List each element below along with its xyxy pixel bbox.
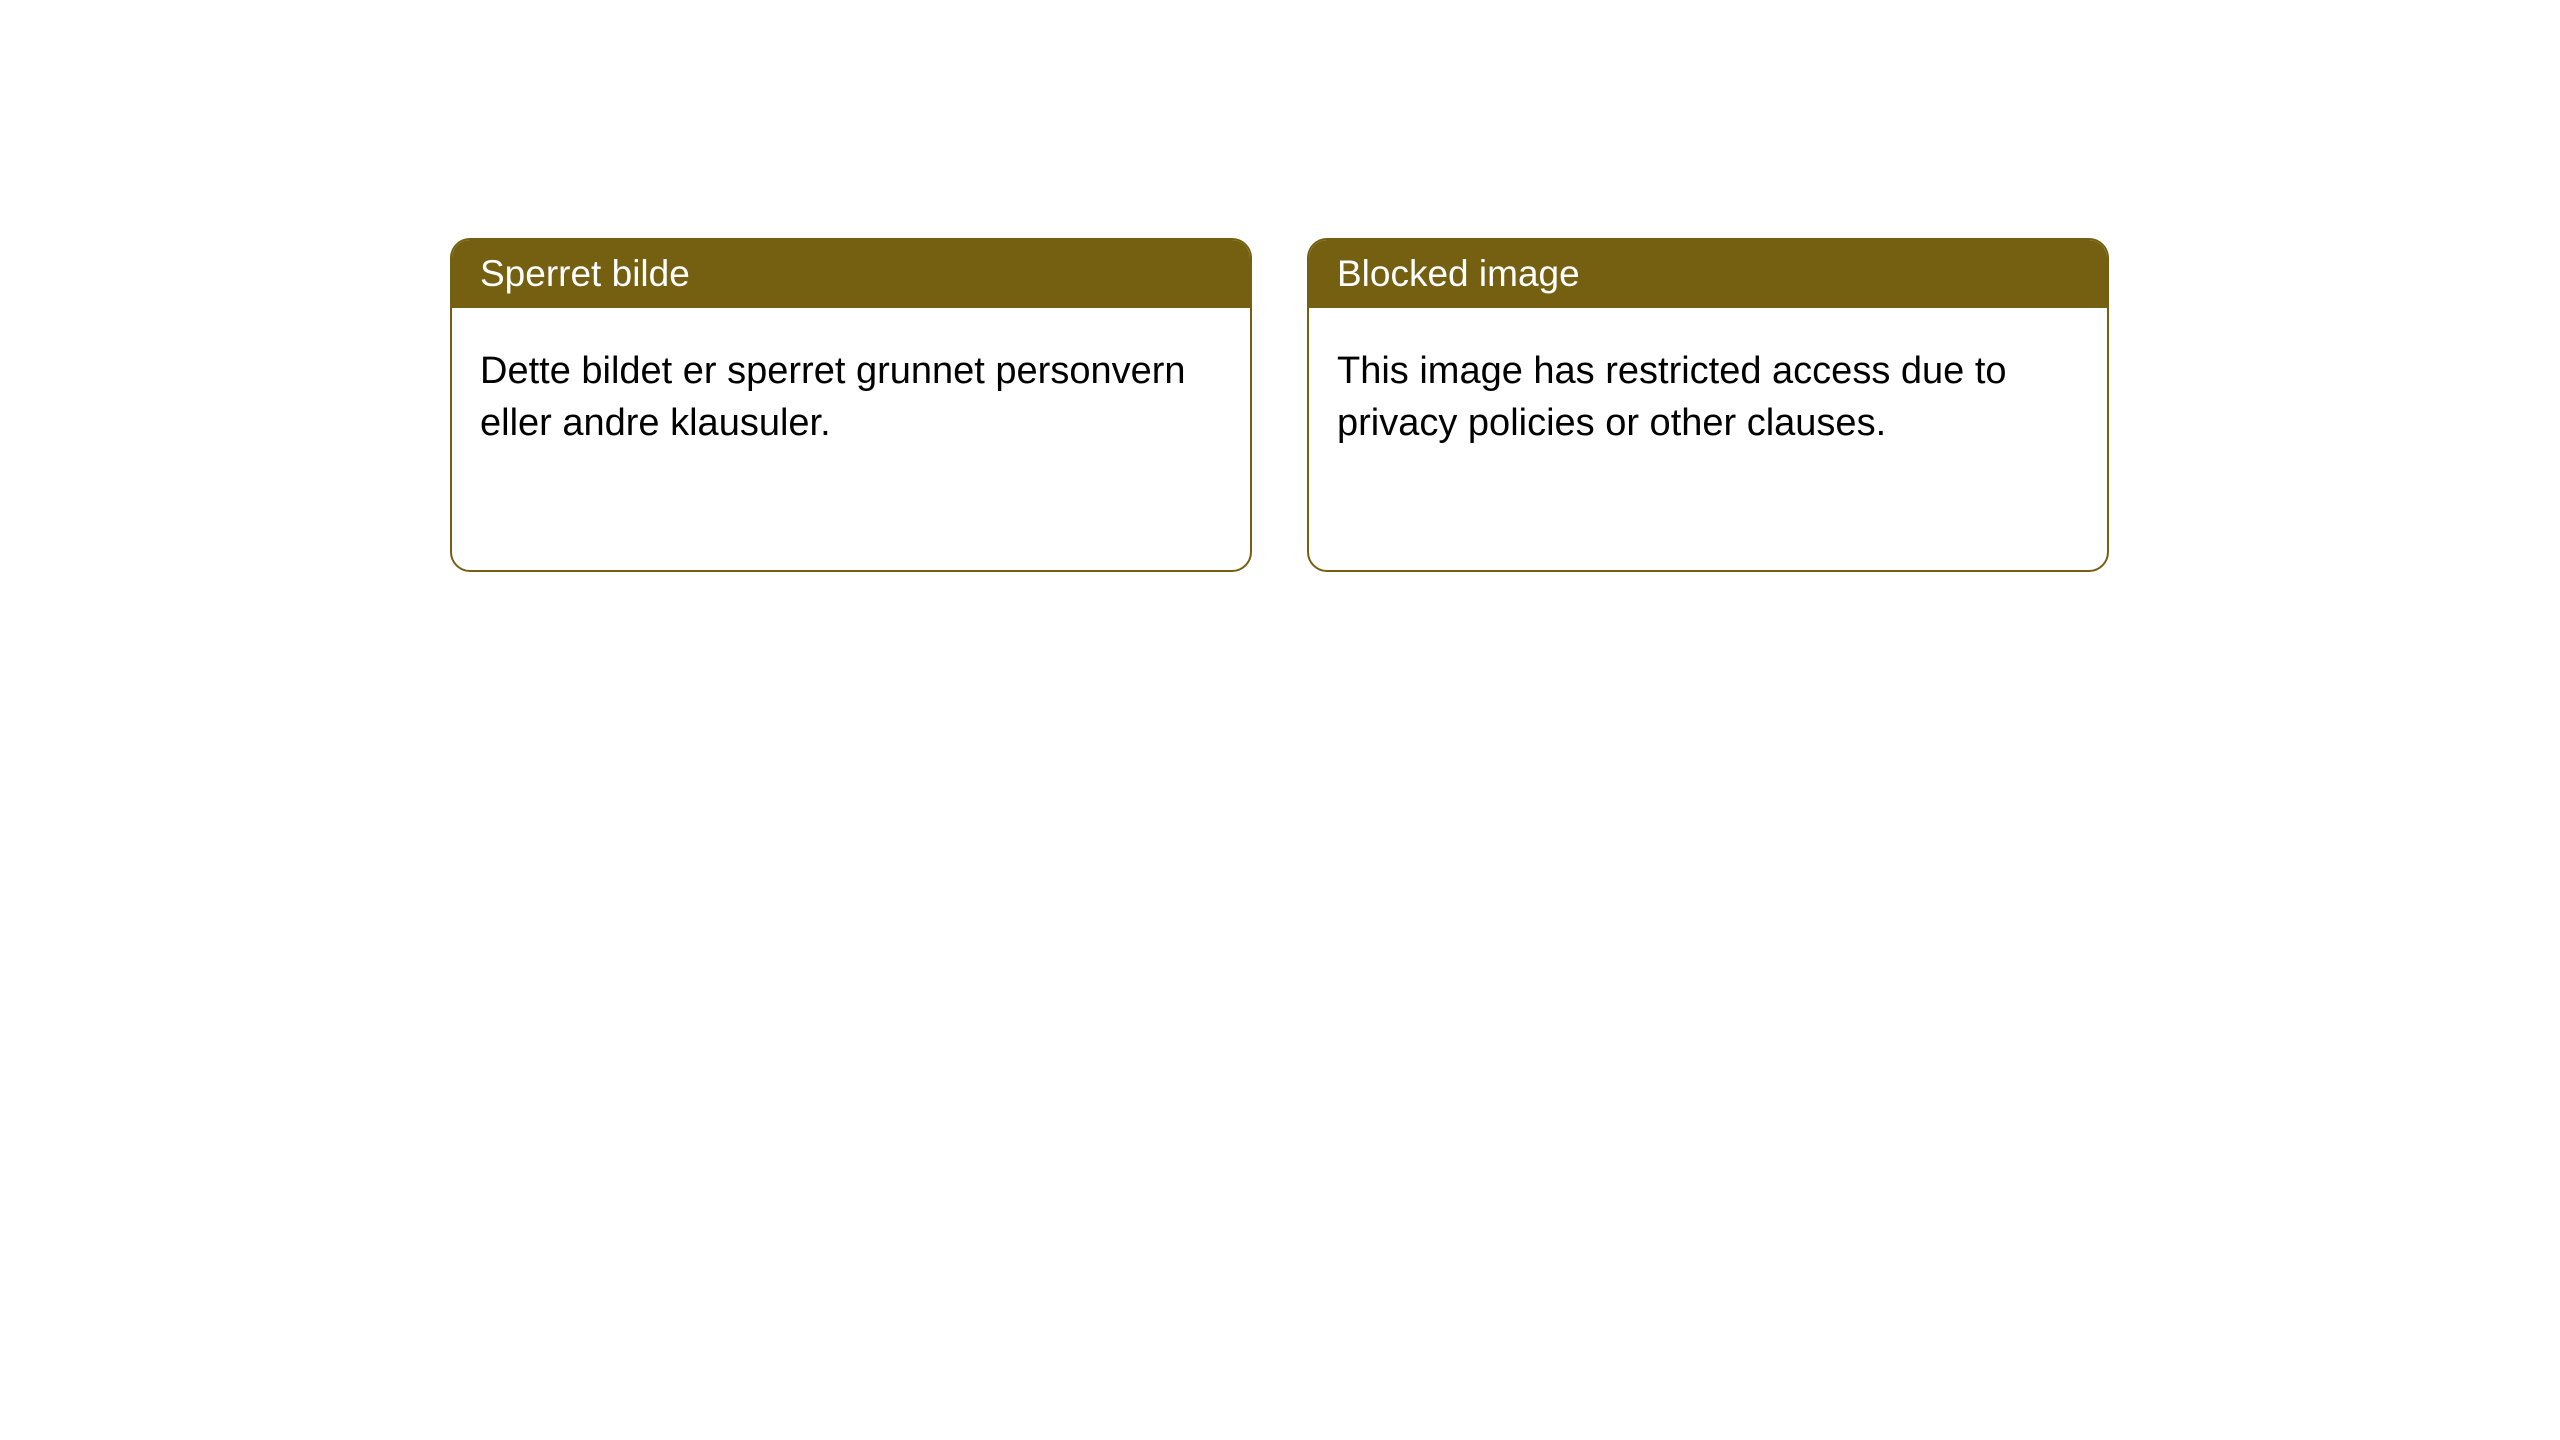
notice-card-norwegian: Sperret bilde Dette bildet er sperret gr… (450, 238, 1252, 572)
notice-body-english: This image has restricted access due to … (1309, 308, 2107, 487)
notice-card-english: Blocked image This image has restricted … (1307, 238, 2109, 572)
notice-title-norwegian: Sperret bilde (452, 240, 1250, 308)
notice-title-english: Blocked image (1309, 240, 2107, 308)
notice-body-norwegian: Dette bildet er sperret grunnet personve… (452, 308, 1250, 487)
notice-container: Sperret bilde Dette bildet er sperret gr… (450, 238, 2109, 572)
